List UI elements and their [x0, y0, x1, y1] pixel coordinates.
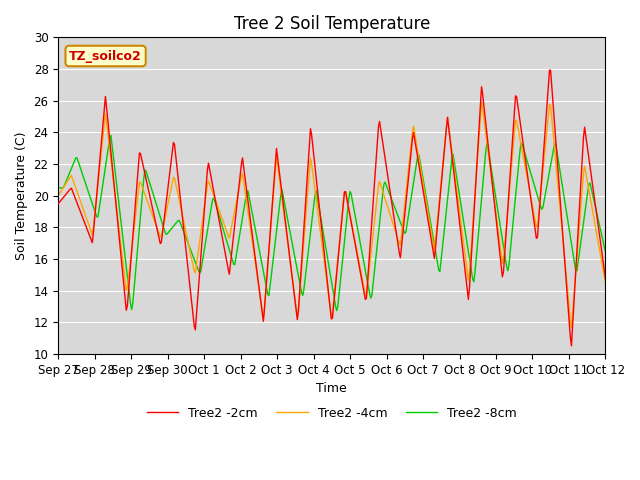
Legend: Tree2 -2cm, Tree2 -4cm, Tree2 -8cm: Tree2 -2cm, Tree2 -4cm, Tree2 -8cm — [141, 402, 522, 424]
Tree2 -4cm — [477, 99, 485, 105]
Tree2 -8cm — [382, 182, 390, 188]
Tree2 -8cm — [54, 185, 62, 191]
Title: Tree 2 Soil Temperature: Tree 2 Soil Temperature — [234, 15, 430, 33]
Tree2 -2cm — [317, 224, 325, 229]
Text: TZ_soilco2: TZ_soilco2 — [69, 49, 142, 62]
Tree2 -4cm — [591, 218, 598, 224]
Tree2 -4cm — [317, 237, 325, 243]
Y-axis label: Soil Temperature (C): Soil Temperature (C) — [15, 132, 28, 260]
Tree2 -4cm — [602, 280, 609, 286]
Tree2 -2cm — [351, 237, 358, 242]
Tree2 -2cm — [568, 343, 575, 348]
Tree2 -8cm — [319, 225, 326, 231]
Tree2 -2cm — [546, 67, 554, 73]
Tree2 -2cm — [380, 148, 388, 154]
Tree2 -2cm — [54, 201, 62, 206]
Tree2 -4cm — [568, 325, 575, 331]
Tree2 -8cm — [602, 249, 609, 255]
Tree2 -8cm — [505, 262, 513, 268]
X-axis label: Time: Time — [317, 383, 348, 396]
Tree2 -2cm — [591, 196, 598, 202]
Tree2 -8cm — [333, 308, 340, 313]
Tree2 -8cm — [107, 132, 115, 138]
Tree2 -8cm — [316, 205, 323, 211]
Tree2 -8cm — [353, 220, 360, 226]
Tree2 -4cm — [54, 193, 62, 199]
Line: Tree2 -4cm: Tree2 -4cm — [58, 102, 605, 328]
Tree2 -2cm — [314, 193, 322, 199]
Tree2 -4cm — [504, 206, 512, 212]
Tree2 -4cm — [314, 212, 322, 217]
Tree2 -2cm — [602, 275, 609, 281]
Tree2 -4cm — [351, 235, 358, 240]
Tree2 -4cm — [380, 192, 388, 198]
Line: Tree2 -8cm: Tree2 -8cm — [58, 135, 605, 311]
Tree2 -8cm — [591, 200, 598, 205]
Tree2 -2cm — [503, 221, 511, 227]
Line: Tree2 -2cm: Tree2 -2cm — [58, 70, 605, 346]
